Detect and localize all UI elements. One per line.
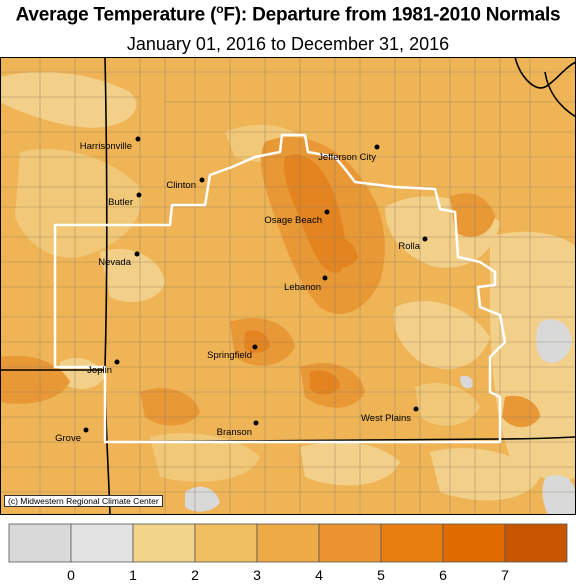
city-osage-beach: Osage Beach [264, 209, 330, 226]
credit-label: (c) Midwestern Regional Climate Center [4, 495, 163, 507]
county-boundaries [0, 57, 576, 515]
svg-text:West Plains: West Plains [361, 413, 411, 424]
legend-swatch [70, 523, 134, 563]
state-boundaries [0, 57, 576, 515]
city-jefferson-city: Jefferson City [318, 144, 380, 163]
city-joplin: Joplin [87, 359, 120, 376]
legend-label: 2 [191, 567, 199, 583]
legend-label: 4 [315, 567, 323, 583]
legend-swatch [318, 523, 382, 563]
legend-swatch [132, 523, 196, 563]
svg-text:Branson: Branson [217, 427, 252, 438]
city-west-plains: West Plains [361, 406, 419, 424]
legend-swatch [442, 523, 506, 563]
city-grove: Grove [55, 427, 89, 444]
svg-text:Grove: Grove [55, 433, 81, 444]
city-rolla: Rolla [398, 236, 428, 252]
svg-text:Jefferson City: Jefferson City [318, 152, 376, 163]
svg-text:Rolla: Rolla [398, 241, 420, 252]
svg-text:Butler: Butler [108, 197, 133, 208]
svg-text:Harrisonville: Harrisonville [80, 141, 132, 152]
svg-text:Joplin: Joplin [87, 365, 112, 376]
city-lebanon: Lebanon [284, 275, 328, 293]
svg-text:Springfield: Springfield [207, 350, 252, 361]
legend-swatch [256, 523, 320, 563]
city-markers: Harrisonville Jefferson City Clinton But… [55, 136, 428, 444]
legend-label: 0 [67, 567, 75, 583]
light-regions [0, 72, 576, 501]
svg-text:Nevada: Nevada [98, 257, 131, 268]
city-clinton: Clinton [166, 177, 205, 191]
map-subtitle: January 01, 2016 to December 31, 2016 [126, 34, 450, 54]
temperature-departure-map: Harrisonville Jefferson City Clinton But… [0, 57, 576, 515]
legend-swatch [380, 523, 444, 563]
legend-swatches [8, 523, 568, 563]
legend-label: 5 [377, 567, 385, 583]
legend-swatch [194, 523, 258, 563]
gray-regions [185, 319, 576, 515]
city-butler: Butler [108, 192, 142, 208]
svg-text:Clinton: Clinton [166, 180, 196, 191]
city-branson: Branson [217, 420, 259, 438]
map-title: Average Temperature (oF): Departure from… [15, 2, 561, 26]
legend-swatch [8, 523, 72, 563]
legend-label: 1 [129, 567, 137, 583]
legend-label: 6 [439, 567, 447, 583]
svg-text:Lebanon: Lebanon [284, 282, 321, 293]
legend-label: 3 [253, 567, 261, 583]
svg-text:Osage Beach: Osage Beach [264, 215, 322, 226]
color-legend: 0 1 2 3 4 5 6 7 [8, 523, 568, 583]
legend-label: 7 [501, 567, 509, 583]
legend-labels: 0 1 2 3 4 5 6 7 [67, 567, 509, 583]
city-nevada: Nevada [98, 251, 140, 268]
city-harrisonville: Harrisonville [80, 136, 141, 152]
city-springfield: Springfield [207, 344, 258, 361]
forecast-area-outline [53, 133, 507, 444]
legend-swatch [504, 523, 568, 563]
